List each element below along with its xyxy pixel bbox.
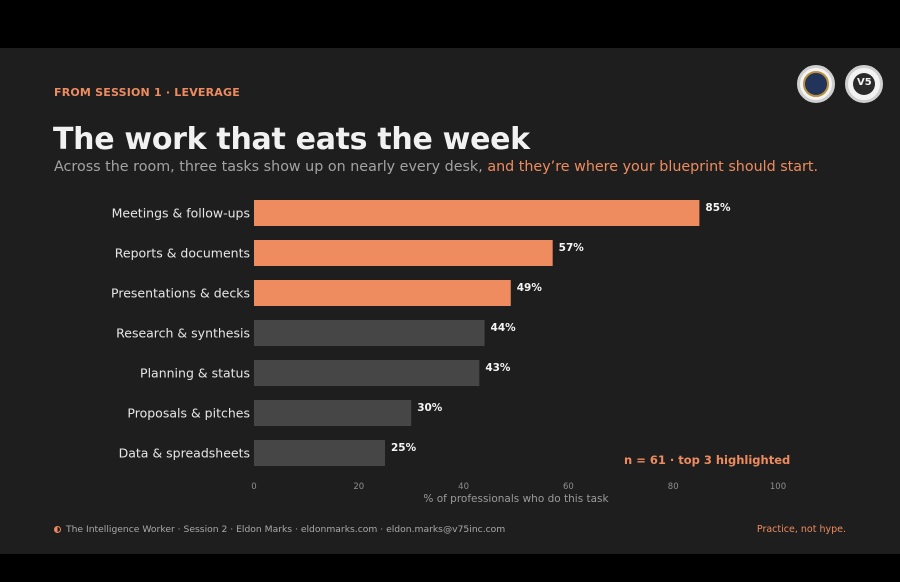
- value-label: 43%: [485, 362, 511, 374]
- value-label: 85%: [705, 202, 731, 214]
- x-tick-label: 60: [563, 482, 574, 492]
- slide: FROM SESSION 1 · LEVERAGE V5 The work th…: [0, 48, 900, 554]
- bar: [254, 400, 412, 426]
- footer: The Intelligence Worker · Session 2 · El…: [54, 524, 505, 535]
- x-tick-label: 80: [668, 482, 679, 492]
- category-label: Reports & documents: [115, 246, 250, 261]
- x-axis-label: % of professionals who do this task: [423, 493, 609, 505]
- bar: [254, 440, 385, 466]
- value-label: 44%: [491, 322, 517, 334]
- bar-chart: Meetings & follow-ups 85% Reports & docume…: [111, 200, 786, 505]
- footer-tagline: Practice, not hype.: [756, 524, 846, 535]
- crest-seal-logo: [797, 65, 835, 103]
- category-label: Research & synthesis: [116, 326, 250, 341]
- page-subtitle: Across the room, three tasks show up on …: [54, 159, 818, 175]
- x-tick-label: 20: [353, 482, 364, 492]
- bar: [254, 280, 511, 306]
- category-label: Data & spreadsheets: [119, 446, 250, 461]
- footer-text: The Intelligence Worker · Session 2 · El…: [66, 524, 506, 535]
- x-tick-label: 40: [458, 482, 469, 492]
- category-label: Planning & status: [140, 366, 250, 381]
- x-tick-label: 0: [251, 482, 256, 492]
- bar: [254, 240, 553, 266]
- bar: [254, 360, 480, 386]
- value-label: 30%: [417, 402, 443, 414]
- v75-monogram-seal-logo: V5: [845, 65, 883, 103]
- page-title: The work that eats the week: [53, 122, 530, 157]
- session-eyebrow: FROM SESSION 1 · LEVERAGE: [54, 86, 240, 99]
- subtitle-lead: Across the room, three tasks show up on …: [54, 159, 488, 175]
- subtitle-accent: and they’re where your blueprint should …: [487, 159, 819, 175]
- value-label: 25%: [391, 442, 417, 454]
- half-circle-icon: [54, 526, 61, 533]
- category-label: Presentations & decks: [111, 286, 250, 301]
- bar: [254, 200, 700, 226]
- category-label: Meetings & follow-ups: [112, 206, 250, 221]
- x-tick-label: 100: [770, 482, 786, 492]
- bar: [254, 320, 485, 346]
- value-label: 57%: [559, 242, 585, 254]
- chart-annotation: n = 61 · top 3 highlighted: [624, 453, 791, 467]
- category-label: Proposals & pitches: [127, 406, 250, 421]
- value-label: 49%: [517, 282, 543, 294]
